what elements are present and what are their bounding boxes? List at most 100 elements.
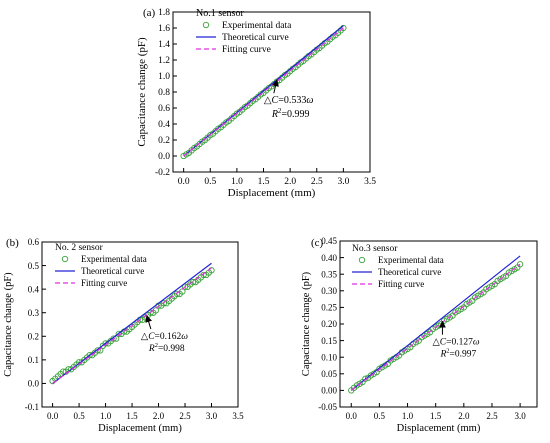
panel-a-legend-experimental-marker xyxy=(202,21,210,29)
panel-b-fitting-line xyxy=(52,267,212,384)
panel-a-y-tick-label: 1.4 xyxy=(158,40,170,50)
panel-a-y-tick-label: 1.0 xyxy=(158,72,170,82)
panel-a-y-tick-label: 0.2 xyxy=(158,136,170,146)
panel-c-sensor-label: No.3 sensor xyxy=(352,244,398,254)
panel-a-y-tick-label: 1.2 xyxy=(158,56,170,66)
panel-a-sensor-label: No.1 sensor xyxy=(196,8,244,19)
panel-c-chart: 0.0 0.5 1.0 1.5 2.0 2.5 3.0 -0.05 0.00 0.05 0.10 0.… xyxy=(301,236,538,434)
panel-a-y-tick-label: 0.6 xyxy=(158,104,170,114)
panel-c-legend-experimental-label: Experimental data xyxy=(378,255,444,265)
panel-b-x-tick-label: 1.5 xyxy=(126,411,138,421)
panel-b-experimental-point xyxy=(60,368,67,375)
panel-b-x-axis-label: Displacement (mm) xyxy=(98,423,182,434)
panel-b-x-tick-label: 0.5 xyxy=(73,411,85,421)
panel-b-experimental-point xyxy=(94,347,101,354)
panel-b-y-tick-label: 0.1 xyxy=(28,355,39,365)
panel-a-y-tick-label: 0.0 xyxy=(158,152,170,162)
panel-a-data-layer xyxy=(180,24,347,160)
panel-c-y-axis-label: Capacitance change (pF) xyxy=(301,271,312,376)
panel-c-x-axis-label: Displacement (mm) xyxy=(397,423,481,434)
panel-a-y-tick-label: -0.2 xyxy=(155,168,170,178)
panel-c-y-tick-label: 0.15 xyxy=(321,336,337,346)
panel-b-experimental-point xyxy=(181,283,189,290)
panel-b-sensor-label: No. 2 sensor xyxy=(55,243,104,253)
panel-c-panel-letter: (c) xyxy=(311,237,324,249)
panel-b-annotation-r-squared: R2=0.998 xyxy=(148,342,185,354)
panel-c-x-tick-label: 1.5 xyxy=(430,411,442,421)
panel-a-y-tick-label: 0.4 xyxy=(158,120,170,130)
panel-c-y-tick-label: 0.20 xyxy=(321,319,337,329)
panel-c-theoretical-line xyxy=(350,255,521,391)
panel-c-x-tick-label: 0.5 xyxy=(374,411,386,421)
panel-b-x-tick-label: 3.0 xyxy=(206,411,218,421)
panel-b-y-tick-label: 0.2 xyxy=(28,331,39,341)
panel-c-y-tick-label: 0.05 xyxy=(321,369,337,379)
panel-a-legend-experimental-label: Experimental data xyxy=(222,21,292,31)
panel-c-fitting-line xyxy=(350,263,521,391)
panel-c-y-tick-label: 0.40 xyxy=(321,253,337,263)
panel-c-data-layer xyxy=(348,255,524,394)
panel-a-x-tick-label: 0.0 xyxy=(178,177,190,187)
panel-a-annotation-equation: △C=0.533ω xyxy=(264,95,314,106)
panel-c-x-tick-label: 3.0 xyxy=(514,411,526,421)
panel-b-y-tick-label: -0.1 xyxy=(25,402,39,412)
panel-a-y-tick-label: 1.6 xyxy=(158,24,170,34)
panel-a-y-tick-label: 0.8 xyxy=(158,88,170,98)
panel-b-x-tick-label: 2.5 xyxy=(179,411,191,421)
panel-b-y-tick-label: 0.0 xyxy=(28,379,40,389)
panel-b-plot-frame xyxy=(41,241,239,408)
panel-b-annotation-equation: △C=0.162ω xyxy=(141,332,188,342)
panel-c-legend-theoretical-label: Theoretical curve xyxy=(378,267,441,277)
panel-a-x-axis-label: Displacement (mm) xyxy=(228,187,316,199)
panel-a-x-tick-label: 2.5 xyxy=(311,177,323,187)
panel-b-experimental-point xyxy=(160,300,167,307)
panel-a-x-tick-label: 1.5 xyxy=(258,177,270,187)
panel-b-x-tick-label: 2.0 xyxy=(153,411,165,421)
panel-a-annotation-arrow xyxy=(272,79,279,94)
panel-a-y-tick-label: 1.8 xyxy=(158,8,170,18)
panel-b-data-layer xyxy=(49,262,215,385)
panel-b-legend-fitting-label: Fitting curve xyxy=(81,278,127,288)
panel-a-y-axis-label: Capacitance change (pF) xyxy=(136,37,148,147)
panel-c-y-tick-label: 0.45 xyxy=(321,236,337,246)
panel-b-y-tick-label: 0.6 xyxy=(28,237,40,247)
panel-c-y-tick-label: 0.25 xyxy=(321,303,337,313)
panel-a-chart: 0.0 0.5 1.0 1.5 2.0 2.5 3.0 3.5 -0.2 0.0 0.2 0.4 0.6… xyxy=(136,7,376,199)
panel-b-panel-letter: (b) xyxy=(6,237,19,249)
panel-c-experimental-point xyxy=(362,375,369,382)
panel-a-x-tick-label: 3.5 xyxy=(364,177,376,187)
panel-c-y-tick-label: 0.10 xyxy=(321,352,337,362)
panel-a-x-tick-label: 0.5 xyxy=(204,177,216,187)
panel-b-experimental-point xyxy=(200,271,207,279)
panel-b-x-tick-label: 1.0 xyxy=(100,411,112,421)
panel-c-y-tick-label: 0.30 xyxy=(321,286,337,296)
panel-c-annotation-r-squared: R2=0.997 xyxy=(439,348,476,360)
panel-b-experimental-point xyxy=(173,290,181,298)
panel-c-legend-fitting-label: Fitting curve xyxy=(378,279,424,289)
panel-b-experimental-point xyxy=(189,278,197,286)
panel-a-annotation-r-squared: R2=0.999 xyxy=(271,107,310,120)
panel-b-y-axis-label: Capacitance change (pF) xyxy=(3,272,14,377)
panel-b-annotation-arrow xyxy=(145,315,152,330)
panel-c-x-tick-label: 1.0 xyxy=(402,411,414,421)
panel-a-x-tick-label: 3.0 xyxy=(337,177,349,187)
panel-a-x-tick-label: 2.0 xyxy=(284,177,296,187)
panel-b-theoretical-line xyxy=(52,262,212,384)
panel-b-y-tick-label: 0.3 xyxy=(28,308,40,318)
panel-a-fitting-line xyxy=(183,27,344,157)
panel-b-legend-theoretical-label: Theoretical curve xyxy=(81,266,144,276)
panel-b-chart: 0.0 0.5 1.0 1.5 2.0 2.5 3.0 3.5 -0.1 0.0 0.1 0.2 0.3… xyxy=(3,237,244,434)
panel-b-legend-experimental-marker xyxy=(61,255,69,263)
panel-c-annotation-equation: △C=0.127ω xyxy=(432,338,479,348)
panel-c-x-tick-label: 0.0 xyxy=(346,411,358,421)
panel-a-legend-fitting-label: Fitting curve xyxy=(222,45,271,55)
panel-a-panel-letter: (a) xyxy=(143,7,156,19)
panel-c-x-tick-label: 2.0 xyxy=(458,411,470,421)
panel-c-experimental-point xyxy=(516,261,524,268)
panel-c-legend-experimental-marker xyxy=(358,256,366,264)
panel-c-x-tick-label: 2.5 xyxy=(486,411,498,421)
panel-a-legend-theoretical-label: Theoretical curve xyxy=(222,33,289,43)
panel-b-legend-experimental-label: Experimental data xyxy=(81,254,147,264)
panel-c-y-tick-label: 0.35 xyxy=(321,269,337,279)
